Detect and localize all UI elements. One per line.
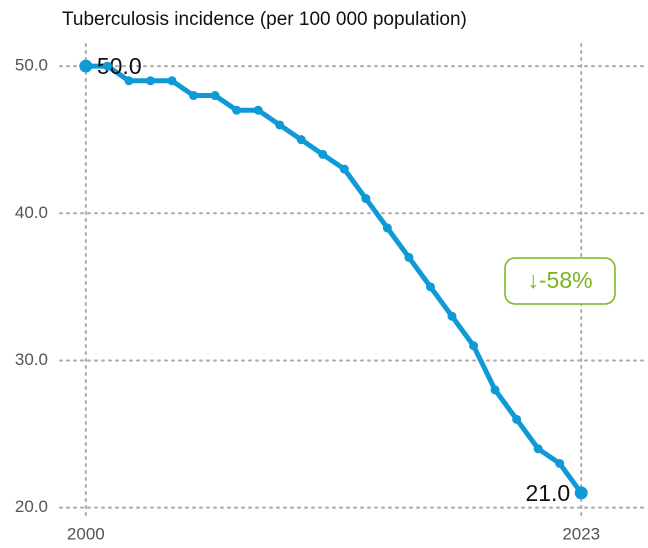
data-label: 21.0 — [525, 480, 570, 506]
y-tick-label: 30.0 — [15, 350, 48, 369]
point — [469, 341, 479, 351]
annotation-box — [504, 257, 616, 305]
point — [189, 91, 199, 101]
point — [253, 105, 263, 115]
point — [124, 76, 134, 86]
point — [490, 385, 500, 395]
point — [79, 59, 93, 73]
point — [275, 120, 285, 130]
point — [210, 91, 220, 101]
point — [339, 164, 349, 174]
point — [404, 252, 414, 262]
point — [512, 414, 522, 424]
point — [318, 149, 328, 159]
y-tick-label: 40.0 — [15, 203, 48, 222]
x-tick-label: 2023 — [562, 524, 600, 543]
point — [361, 194, 371, 204]
point — [425, 282, 435, 292]
x-tick-label: 2000 — [67, 524, 105, 543]
y-tick-label: 50.0 — [15, 56, 48, 75]
point — [574, 486, 588, 500]
point — [102, 61, 112, 71]
annotation: ↓-58% — [527, 267, 592, 293]
point — [447, 311, 457, 321]
point — [555, 458, 565, 468]
y-tick-label: 20.0 — [15, 497, 48, 516]
point — [167, 76, 177, 86]
chart-title: Tuberculosis incidence (per 100 000 popu… — [62, 9, 467, 30]
point — [145, 76, 155, 86]
point — [296, 135, 306, 145]
point — [382, 223, 392, 233]
point — [232, 105, 242, 115]
point — [533, 444, 543, 454]
